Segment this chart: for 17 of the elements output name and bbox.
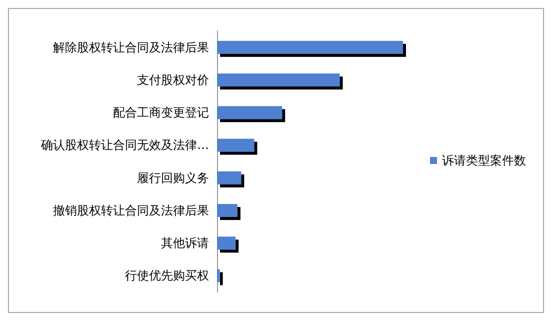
bar [217,236,236,250]
y-tick-label: 配合工商变更登记 [113,106,209,120]
y-tick-label: 解除股权转让合同及法律后果 [53,40,209,54]
y-tick-label: 支付股权对价 [137,72,209,87]
bar [217,204,238,217]
bar [217,106,282,120]
y-tick-label: 确认股权转让合同无效及法律… [40,138,209,152]
bar [217,73,340,86]
bar [217,269,220,282]
y-tick-label: 行使优先购买权 [125,268,209,283]
bar [217,171,242,184]
legend-label: 诉请类型案件数 [442,154,526,168]
y-tick-label: 撤销股权转让合同及法律后果 [53,203,209,218]
y-tick-label: 其他诉请 [161,236,209,250]
bar [217,138,254,152]
bar [217,40,403,54]
y-tick-label: 履行回购义务 [137,170,209,185]
